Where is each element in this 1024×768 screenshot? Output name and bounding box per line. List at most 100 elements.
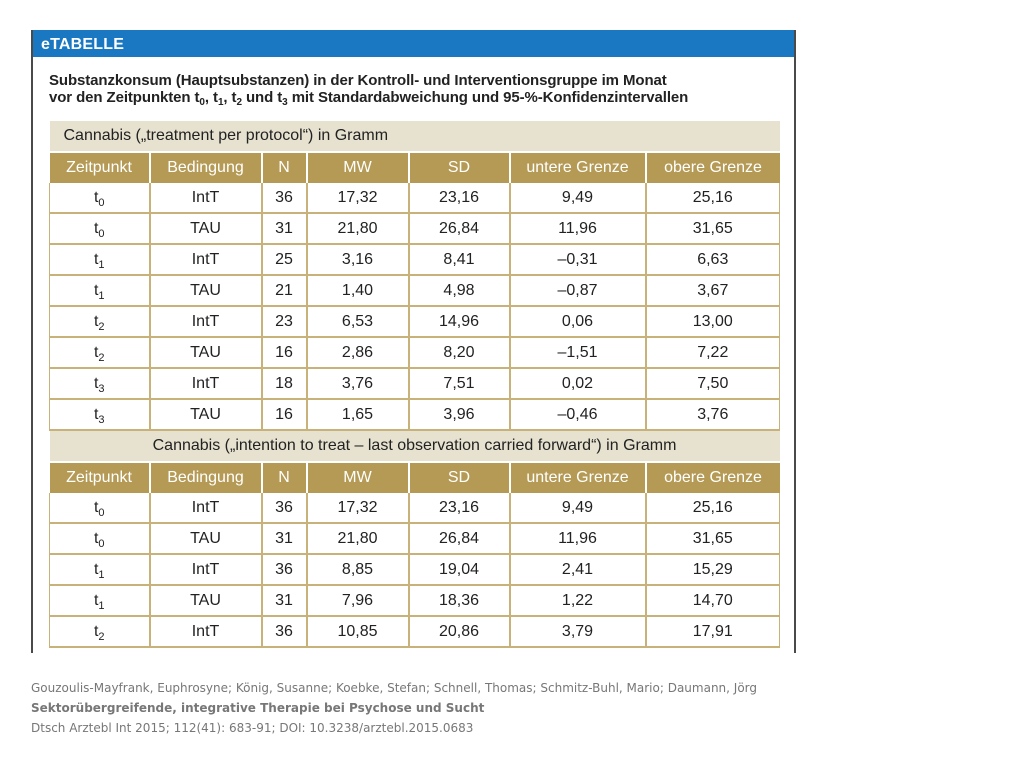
cell-n: 31: [260, 213, 307, 245]
cell-n: 23: [260, 306, 307, 338]
section-title-row: Cannabis („treatment per protocol“) in G…: [49, 121, 780, 153]
cell-untere-grenze: 11,96: [508, 213, 646, 245]
zeitpunkt-letter: t: [93, 405, 99, 423]
cell-n: 21: [260, 275, 307, 307]
column-header: MW: [305, 462, 409, 493]
cell-untere-grenze: 1,22: [508, 585, 646, 617]
cell-n: 16: [260, 337, 307, 369]
data-table: Cannabis („treatment per protocol“) in G…: [49, 121, 781, 648]
cell-untere-grenze: 0,06: [508, 306, 646, 338]
cell-mw: 3,16: [305, 244, 409, 276]
cell-obere-grenze: 17,91: [644, 616, 781, 648]
cell-obere-grenze: 14,70: [644, 585, 781, 617]
cell-untere-grenze: 0,02: [508, 368, 646, 400]
cell-zeitpunkt: t1: [49, 244, 150, 276]
cell-n: 36: [260, 554, 307, 586]
cell-untere-grenze: –0,31: [508, 244, 646, 276]
cell-bedingung: TAU: [148, 337, 262, 369]
cell-sd: 4,98: [407, 275, 510, 307]
cell-mw: 7,96: [305, 585, 409, 617]
cell-mw: 21,80: [305, 523, 409, 555]
cell-sd: 20,86: [407, 616, 510, 648]
cell-mw: 1,65: [305, 399, 409, 431]
cell-bedingung: TAU: [148, 213, 262, 245]
cell-n: 16: [260, 399, 307, 431]
cell-bedingung: TAU: [148, 399, 262, 431]
caption-sep-2: ,: [223, 89, 232, 106]
table-row: t2 IntT 23 6,53 14,96 0,06 13,00: [49, 306, 781, 338]
cell-mw: 21,80: [305, 213, 409, 245]
cell-zeitpunkt: t0: [49, 493, 150, 524]
cell-untere-grenze: –0,87: [508, 275, 646, 307]
zeitpunkt-index: 0: [98, 506, 105, 519]
cell-mw: 1,40: [305, 275, 409, 307]
cell-obere-grenze: 25,16: [644, 493, 781, 524]
caption-t2-sub: 2: [236, 97, 242, 108]
zeitpunkt-index: 2: [98, 351, 105, 364]
section-title: Cannabis („intention to treat – last obs…: [49, 430, 780, 463]
zeitpunkt-index: 3: [98, 382, 105, 395]
zeitpunkt-letter: t: [93, 498, 99, 516]
caption-t1-sub: 1: [217, 97, 224, 108]
cell-n: 25: [260, 244, 307, 276]
cell-zeitpunkt: t1: [49, 554, 150, 586]
column-header: SD: [407, 462, 510, 493]
table-row: t2 IntT 36 10,85 20,86 3,79 17,91: [49, 616, 781, 648]
column-header: obere Grenze: [644, 152, 780, 183]
zeitpunkt-index: 0: [98, 537, 105, 550]
cell-untere-grenze: –0,46: [508, 399, 646, 431]
zeitpunkt-index: 3: [98, 413, 105, 426]
cell-mw: 17,32: [305, 493, 409, 524]
cell-zeitpunkt: t2: [49, 616, 150, 648]
cell-n: 31: [260, 523, 307, 555]
column-header: Bedingung: [148, 152, 262, 183]
zeitpunkt-letter: t: [93, 343, 99, 361]
cell-untere-grenze: 11,96: [508, 523, 646, 555]
table-row: t0 TAU 31 21,80 26,84 11,96 31,65: [49, 523, 781, 555]
cell-bedingung: IntT: [148, 368, 262, 400]
cell-n: 36: [260, 493, 307, 524]
cell-untere-grenze: 9,49: [508, 493, 646, 524]
zeitpunkt-letter: t: [93, 219, 99, 237]
cell-bedingung: IntT: [148, 183, 262, 214]
citation-title: Sektorübergreifende, integrative Therapi…: [31, 701, 485, 715]
cell-sd: 23,16: [407, 493, 510, 524]
section-title: Cannabis („treatment per protocol“) in G…: [49, 121, 780, 153]
caption-t0-sub: 0: [199, 97, 205, 108]
cell-zeitpunkt: t3: [49, 368, 150, 400]
cell-sd: 26,84: [407, 523, 510, 555]
column-header: Zeitpunkt: [49, 462, 150, 493]
cell-zeitpunkt: t0: [49, 213, 150, 245]
cell-untere-grenze: 9,49: [508, 183, 646, 214]
cell-obere-grenze: 13,00: [644, 306, 781, 338]
cell-sd: 26,84: [407, 213, 510, 245]
cell-sd: 8,20: [407, 337, 510, 369]
cell-zeitpunkt: t2: [49, 306, 150, 338]
column-header-row: Zeitpunkt Bedingung N MW SD untere Grenze ober…: [49, 462, 780, 493]
table-row: t0 IntT 36 17,32 23,16 9,49 25,16: [49, 493, 781, 524]
cell-zeitpunkt: t2: [49, 337, 150, 369]
cell-bedingung: TAU: [148, 275, 262, 307]
cell-sd: 7,51: [407, 368, 510, 400]
column-header: untere Grenze: [508, 152, 646, 183]
cell-obere-grenze: 6,63: [644, 244, 781, 276]
table-row: t1 TAU 21 1,40 4,98 –0,87 3,67: [49, 275, 781, 307]
cell-untere-grenze: 2,41: [508, 554, 646, 586]
zeitpunkt-index: 0: [98, 227, 105, 240]
zeitpunkt-index: 0: [98, 196, 105, 209]
zeitpunkt-letter: t: [93, 622, 99, 640]
caption-suffix: mit Standardabweichung und 95-%-Konfiden…: [287, 89, 689, 106]
cell-mw: 2,86: [305, 337, 409, 369]
zeitpunkt-index: 2: [98, 320, 105, 333]
citation-authors: Gouzoulis-Mayfrank, Euphrosyne; König, S…: [31, 681, 758, 695]
caption-prefix: vor den Zeitpunkten: [49, 89, 195, 106]
cell-obere-grenze: 15,29: [644, 554, 781, 586]
zeitpunkt-letter: t: [93, 591, 99, 609]
cell-zeitpunkt: t1: [49, 585, 150, 617]
caption-t3: t: [277, 89, 283, 106]
zeitpunkt-letter: t: [93, 312, 99, 330]
cell-sd: 3,96: [407, 399, 510, 431]
cell-sd: 23,16: [407, 183, 510, 214]
cell-mw: 8,85: [305, 554, 409, 586]
cell-zeitpunkt: t1: [49, 275, 150, 307]
